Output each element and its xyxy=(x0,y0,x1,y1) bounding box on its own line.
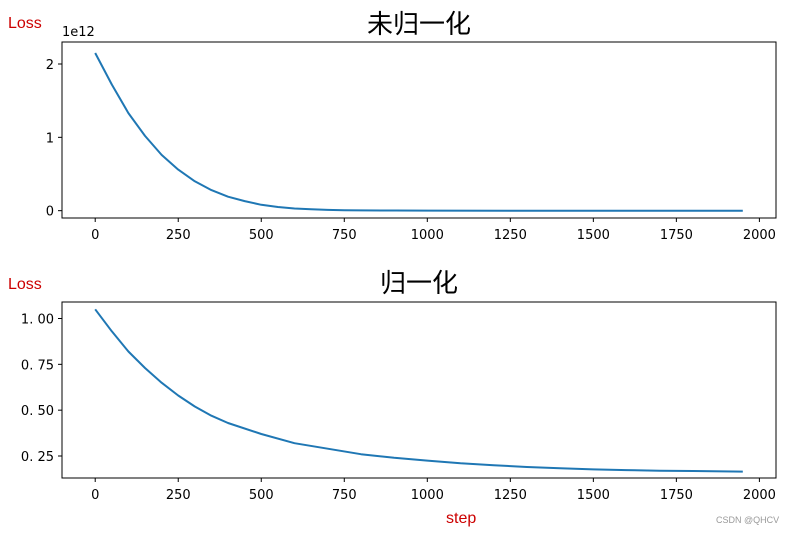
bottom-x-tick-label: 500 xyxy=(249,488,274,503)
bottom-x-tick-label: 750 xyxy=(332,488,357,503)
top-x-tick-label: 1000 xyxy=(411,228,444,243)
bottom-x-tick-label: 2000 xyxy=(743,488,776,503)
top-x-tick-label: 0 xyxy=(91,228,99,243)
top-x-tick-label: 1250 xyxy=(494,228,527,243)
bottom-x-tick-label: 250 xyxy=(166,488,191,503)
bottom-y-tick-label: 0. 50 xyxy=(21,404,54,419)
top-x-tick-label: 500 xyxy=(249,228,274,243)
top-x-tick-label: 750 xyxy=(332,228,357,243)
bottom-x-tick-label: 1500 xyxy=(577,488,610,503)
top-y-tick-label: 0 xyxy=(46,205,54,220)
top-y-tick-label: 2 xyxy=(46,58,54,73)
bottom-x-tick-label: 0 xyxy=(91,488,99,503)
top-chart-title: 未归一化 xyxy=(367,10,471,40)
bottom-y-tick-label: 1. 00 xyxy=(21,313,54,328)
top-y-axis-label: Loss xyxy=(8,15,42,32)
top-axis-offset-text: 1e12 xyxy=(62,25,95,40)
bottom-plot-frame xyxy=(61,301,777,479)
top-x-tick-label: 1500 xyxy=(577,228,610,243)
bottom-y-tick-label: 0. 75 xyxy=(21,358,54,373)
bottom-x-tick-label: 1750 xyxy=(660,488,693,503)
top-x-tick-label: 2000 xyxy=(743,228,776,243)
top-y-tick-label: 1 xyxy=(46,131,54,146)
top-x-tick-label: 250 xyxy=(166,228,191,243)
bottom-y-tick-label: 0. 25 xyxy=(21,450,54,465)
bottom-chart-title: 归一化 xyxy=(380,269,458,299)
bottom-y-axis-label: Loss xyxy=(8,276,42,293)
top-x-tick-label: 1750 xyxy=(660,228,693,243)
bottom-x-tick-label: 1000 xyxy=(411,488,444,503)
x-axis-label: step xyxy=(446,510,477,527)
watermark: CSDN @QHCV xyxy=(716,515,780,525)
top-series-line xyxy=(94,52,743,212)
top-plot-frame xyxy=(61,41,777,219)
bottom-series-line xyxy=(94,308,743,473)
bottom-x-tick-label: 1250 xyxy=(494,488,527,503)
